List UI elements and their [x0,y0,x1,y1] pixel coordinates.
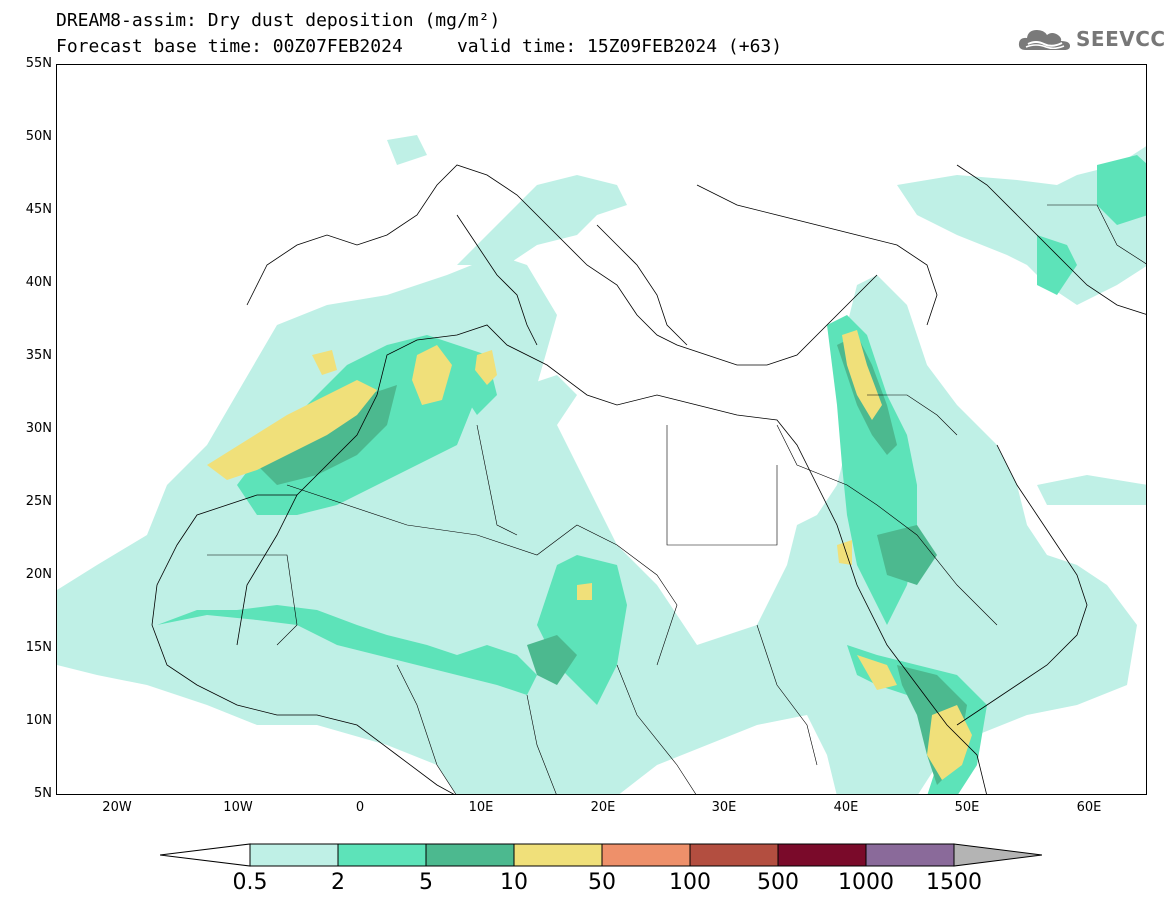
lon-label-60e: 60E [1076,800,1102,815]
colorbar-overflow-arrow [953,843,1043,867]
colorbar-swatch-2-5 [337,843,427,867]
colorbar-label-1500: 1500 [926,870,982,895]
lat-label-30n: 30N [25,421,52,436]
colorbar-swatch-0.5-2 [249,843,339,867]
colorbar-swatch-10-50 [513,843,603,867]
map-canvas [57,135,1146,794]
colorbar-swatch-500-1000 [777,843,867,867]
colorbar-label-0.5: 0.5 [232,870,268,895]
lat-label-40n: 40N [25,275,52,290]
colorbar-label-2: 2 [331,870,345,895]
lat-label-45n: 45N [25,202,52,217]
lon-label-50e: 50E [954,800,980,815]
colorbar-label-5: 5 [419,870,433,895]
cloud-icon [1018,30,1070,50]
lat-label-15n: 15N [25,640,52,655]
dust-layer-high [207,330,972,780]
colorbar-swatch-5-10 [425,843,515,867]
coastlines [151,164,1146,794]
colorbar-label-1000: 1000 [838,870,894,895]
lat-label-5n: 5N [34,786,52,801]
colorbar-underflow-arrow [159,843,251,867]
lon-label-20w: 20W [102,800,132,815]
dust-deposition-map [56,64,1147,795]
colorbar-swatch-1000-1500 [865,843,955,867]
lon-label-10w: 10W [223,800,253,815]
lat-label-10n: 10N [25,713,52,728]
country-borders [207,204,1146,794]
map-title: DREAM8-assim: Dry dust deposition (mg/m²… [56,10,501,31]
colorbar-label-500: 500 [757,870,799,895]
lat-label-55n: 55N [25,56,52,71]
lon-label-0: 0 [355,800,365,815]
lat-label-50n: 50N [25,129,52,144]
lon-label-20e: 20E [590,800,616,815]
lon-label-10e: 10E [468,800,494,815]
lat-label-25n: 25N [25,494,52,509]
seevccc-logo: SEEVCCC [1018,26,1165,52]
colorbar-svg [159,843,1043,867]
lat-label-35n: 35N [25,348,52,363]
colorbar [159,842,1043,872]
colorbar-swatch-100-500 [689,843,779,867]
colorbar-label-100: 100 [669,870,711,895]
colorbar-swatch-50-100 [601,843,691,867]
forecast-time-line: Forecast base time: 00Z07FEB2024 valid t… [56,36,783,57]
lon-label-30e: 30E [711,800,737,815]
lon-label-40e: 40E [833,800,859,815]
logo-text: SEEVCCC [1076,27,1165,51]
colorbar-label-50: 50 [588,870,616,895]
colorbar-label-10: 10 [500,870,528,895]
lat-label-20n: 20N [25,567,52,582]
